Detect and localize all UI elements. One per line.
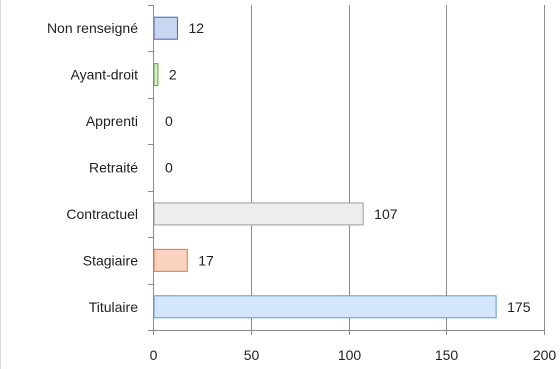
- category-label: Titulaire: [89, 299, 138, 315]
- data-label: 175: [507, 299, 531, 315]
- bar: [153, 63, 159, 87]
- category-label: Retraité: [89, 160, 138, 176]
- category-label: Apprenti: [86, 113, 138, 129]
- data-label: 17: [198, 252, 214, 268]
- x-tick-label: 50: [244, 347, 260, 363]
- data-label: 0: [165, 113, 173, 129]
- category-labels: Non renseigné Ayant-droit Apprenti Retraité…: [47, 20, 138, 315]
- tick-labels: 0 50 100 150 200: [150, 347, 557, 363]
- data-label: 12: [188, 20, 204, 36]
- bar: [153, 295, 497, 319]
- category-label: Ayant-droit: [71, 67, 139, 83]
- bars: [153, 16, 497, 319]
- category-label: Non renseigné: [47, 20, 138, 36]
- value-labels: 12 2 0 0 107 17 175: [165, 20, 531, 315]
- x-tick-label: 0: [150, 347, 158, 363]
- grid-lines: [251, 5, 545, 330]
- x-tick-label: 150: [435, 347, 459, 363]
- x-tick-label: 100: [338, 347, 362, 363]
- bar: [153, 16, 178, 40]
- x-tick-label: 200: [533, 347, 557, 363]
- bar: [153, 248, 188, 272]
- data-label: 2: [169, 67, 177, 83]
- category-label: Stagiaire: [83, 252, 138, 268]
- data-label: 107: [374, 206, 398, 222]
- category-label: Contractuel: [66, 206, 138, 222]
- bar: [153, 202, 364, 226]
- axes: [148, 5, 545, 335]
- data-label: 0: [165, 160, 173, 176]
